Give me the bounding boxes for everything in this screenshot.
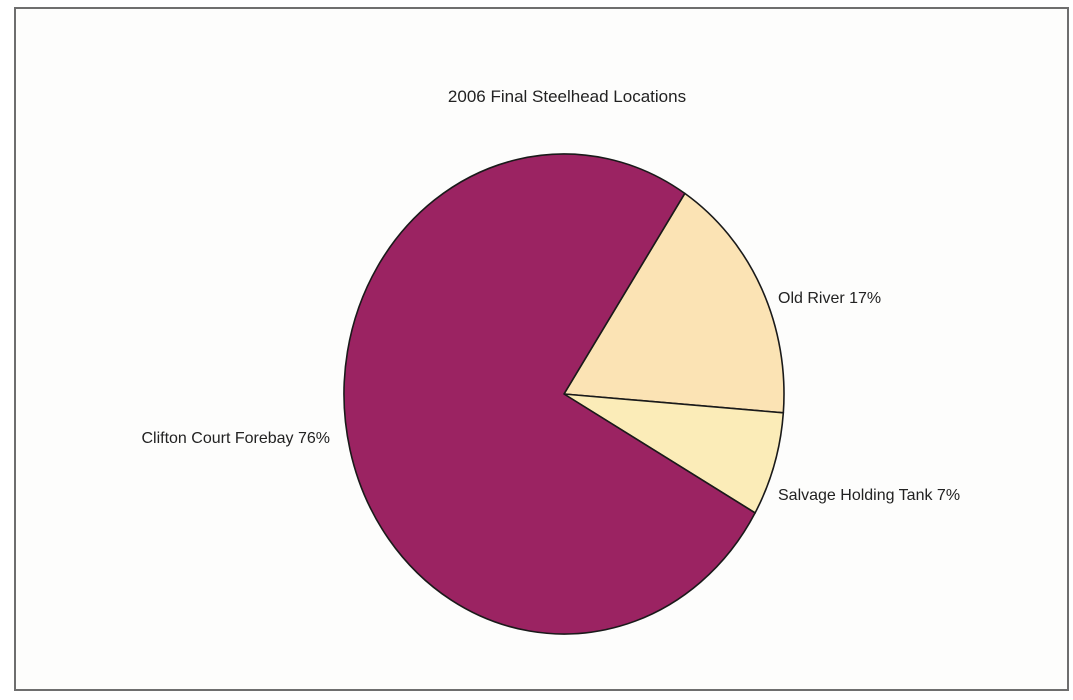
slice-label-old-river: Old River 17% xyxy=(778,290,881,307)
slice-label-salvage-holding-tank: Salvage Holding Tank 7% xyxy=(778,487,960,504)
chart-title: 2006 Final Steelhead Locations xyxy=(447,87,687,106)
pie-labels: Old River 17% Salvage Holding Tank 7% Clif… xyxy=(141,290,960,504)
pie-slice-old-river xyxy=(563,192,785,414)
pie-slice-salvage-holding-tank xyxy=(563,393,785,514)
slice-label-clifton-court-forebay: Clifton Court Forebay 76% xyxy=(141,430,330,447)
pie-slice-clifton-court-forebay xyxy=(343,153,756,635)
pie-slices xyxy=(343,153,785,635)
